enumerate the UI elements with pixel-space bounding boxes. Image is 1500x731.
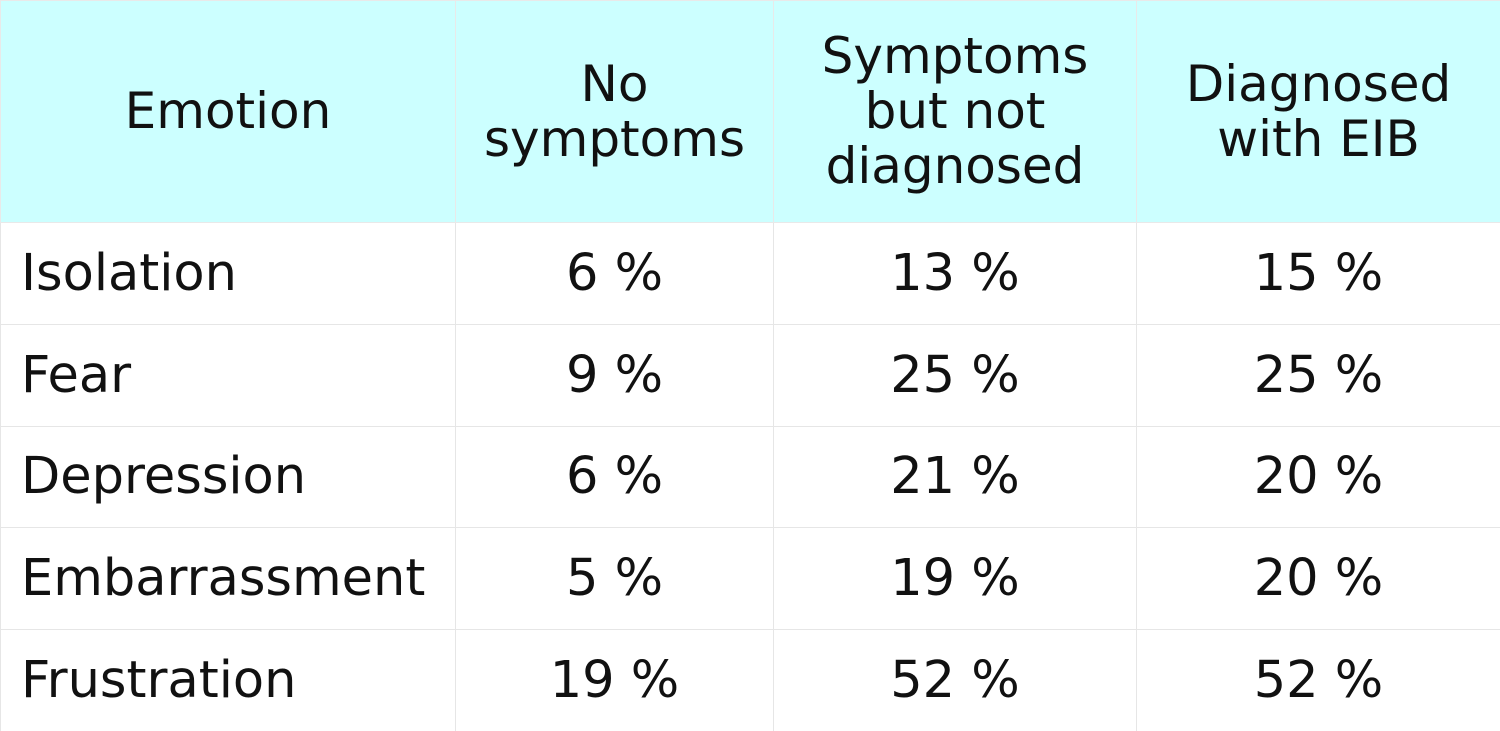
row-label: Fear (0, 323, 456, 427)
table-cell: 52 % (773, 629, 1137, 731)
table-cell: 6 % (455, 425, 774, 529)
table-cell: 5 % (455, 527, 774, 631)
table-cell: 25 % (1136, 323, 1500, 427)
table-cell: 15 % (1136, 222, 1500, 325)
table-row: Frustration 19 % 52 % 52 % (0, 629, 1500, 731)
table-row: Fear 9 % 25 % 25 % (0, 323, 1500, 427)
table-cell: 25 % (773, 323, 1137, 427)
table-cell: 20 % (1136, 527, 1500, 631)
row-label: Isolation (0, 222, 456, 325)
row-label: Depression (0, 425, 456, 529)
row-label: Frustration (0, 629, 456, 731)
table-cell: 19 % (455, 629, 774, 731)
table-row: Depression 6 % 21 % 20 % (0, 425, 1500, 529)
column-header-diagnosed-eib: Diagnosed with EIB (1136, 0, 1500, 223)
column-header-symptoms-not-diagnosed: Symptoms but not diagnosed (773, 0, 1137, 223)
table-cell: 21 % (773, 425, 1137, 529)
column-header-no-symptoms: No symptoms (455, 0, 774, 223)
table-cell: 19 % (773, 527, 1137, 631)
table-cell: 13 % (773, 222, 1137, 325)
column-header-emotion: Emotion (0, 0, 456, 223)
table-cell: 6 % (455, 222, 774, 325)
table-row: Embarrassment 5 % 19 % 20 % (0, 527, 1500, 631)
table-cell: 52 % (1136, 629, 1500, 731)
table-row: Isolation 6 % 13 % 15 % (0, 222, 1500, 325)
table-cell: 9 % (455, 323, 774, 427)
table-cell: 20 % (1136, 425, 1500, 529)
header-row: Emotion No symptoms Symptoms but not dia… (0, 0, 1500, 223)
row-label: Embarrassment (0, 527, 456, 631)
